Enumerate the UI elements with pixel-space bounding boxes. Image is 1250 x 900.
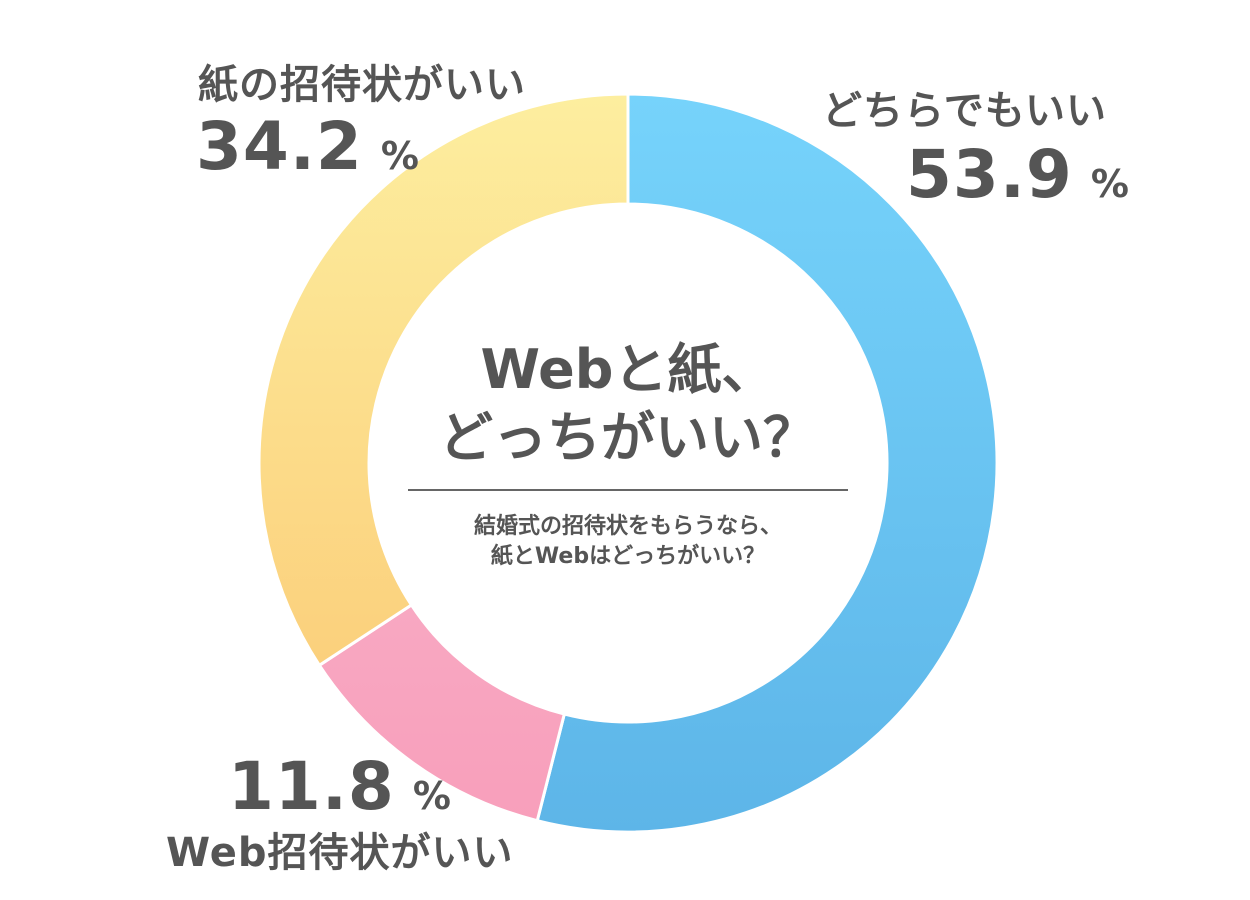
slice-paper	[257, 92, 630, 668]
center-title-line2: どっちがいい？	[439, 406, 817, 469]
center-subtitle-line2: 紙とWebはどっちがいい？	[490, 544, 766, 569]
label-web-pct: 11.8%	[228, 748, 451, 825]
center-divider	[408, 489, 848, 491]
label-paper-name: 紙の招待状がいい	[198, 62, 526, 108]
center-title-line1: Webと紙、	[480, 338, 776, 401]
label-paper-unit: %	[380, 134, 419, 178]
slice-either	[535, 92, 999, 834]
center-subtitle-line1: 結婚式の招待状をもらうなら、	[473, 514, 782, 539]
label-either-unit: %	[1090, 162, 1129, 206]
label-web-name: Web招待状がいい	[166, 830, 514, 876]
label-paper-value: 34.2	[196, 108, 363, 185]
label-either-pct: 53.9%	[906, 136, 1129, 213]
label-web-value: 11.8	[228, 748, 395, 825]
label-web: Web招待状がいい	[166, 820, 513, 878]
label-web-unit: %	[412, 774, 451, 818]
label-paper: 紙の招待状がいい	[198, 52, 526, 110]
label-either-value: 53.9	[906, 136, 1073, 213]
label-either-name: どちらでもいい	[822, 88, 1107, 134]
label-paper-pct: 34.2%	[196, 108, 419, 185]
label-either: どちらでもいい	[822, 78, 1107, 136]
